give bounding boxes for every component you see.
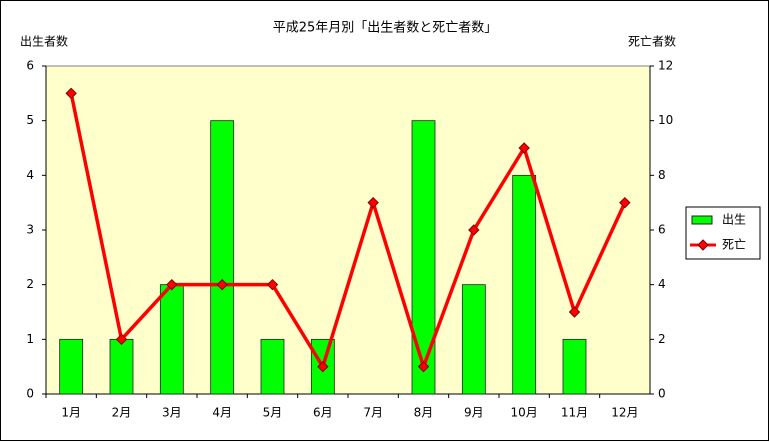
x-tick-label: 6月	[313, 406, 333, 420]
y-tick-label: 0	[26, 387, 34, 401]
y-tick-label: 5	[26, 113, 34, 127]
line	[69, 92, 627, 373]
y2-tick-label: 4	[658, 277, 666, 291]
y-tick-label: 3	[26, 223, 34, 237]
marker	[417, 360, 430, 373]
x-tick-label: 2月	[112, 406, 132, 420]
legend-swatch	[691, 215, 713, 225]
marker	[317, 360, 329, 373]
marker	[367, 196, 379, 209]
marker	[619, 196, 631, 209]
bar	[260, 338, 285, 395]
legend-marker	[697, 239, 709, 251]
y2-tick-label: 6	[658, 223, 666, 237]
marker	[65, 87, 77, 100]
y-tick-label: 1	[26, 332, 34, 346]
y2-tick-label: 10	[658, 113, 673, 127]
marker	[518, 142, 530, 154]
x-tick-label: 5月	[263, 406, 283, 420]
marker	[266, 278, 279, 291]
marker	[166, 278, 178, 291]
bar	[461, 284, 486, 395]
x-tick-label: 8月	[414, 406, 434, 420]
marker	[216, 278, 228, 291]
x-tick-label: 12月	[611, 406, 638, 420]
y-tick-label: 4	[26, 168, 34, 182]
x-tick-label: 7月	[363, 406, 383, 420]
bar	[562, 338, 587, 395]
bar	[59, 338, 84, 395]
marker	[115, 333, 128, 346]
x-tick-label: 4月	[212, 406, 232, 420]
y-tick-label: 2	[26, 277, 34, 291]
x-tick-label: 9月	[464, 406, 484, 420]
y2-axis-label: 死亡者数	[628, 34, 676, 49]
marker	[468, 224, 480, 236]
x-tick-label: 3月	[162, 406, 182, 420]
bar	[512, 174, 537, 395]
bar	[159, 284, 184, 395]
x-tick-label: 11月	[561, 406, 588, 420]
chart-title: 平成25年月別「出生者数と死亡者数」	[273, 21, 498, 36]
x-tick-label: 1月	[61, 406, 81, 420]
y2-tick-label: 2	[658, 332, 666, 346]
bar	[109, 338, 134, 395]
y-tick-label: 6	[26, 59, 34, 73]
y-axis-label: 出生者数	[20, 34, 68, 49]
x-tick-label: 10月	[511, 406, 538, 420]
bar	[210, 120, 235, 395]
legend-label: 出生	[722, 213, 746, 227]
y2-tick-label: 12	[658, 59, 673, 73]
legend-label: 死亡	[722, 238, 746, 252]
marker	[568, 306, 581, 318]
bar	[411, 120, 436, 395]
y2-tick-label: 0	[658, 387, 666, 401]
y2-tick-label: 8	[658, 168, 666, 182]
plot-area	[45, 65, 651, 395]
